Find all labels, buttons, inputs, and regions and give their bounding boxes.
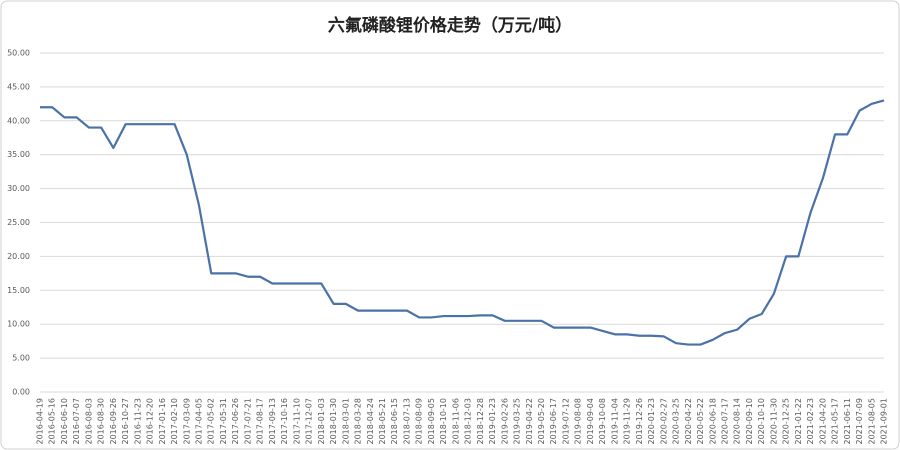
x-tick-label: 2016-04-19 [36, 398, 45, 445]
x-tick-label: 2016-11-23 [133, 398, 142, 445]
y-tick-label: 0.00 [12, 388, 30, 397]
x-tick-label: 2020-04-22 [684, 398, 693, 445]
x-tick-label: 2021-09-01 [880, 398, 889, 445]
y-tick-label: 40.00 [7, 116, 30, 125]
y-tick-label: 45.00 [7, 82, 30, 91]
y-tick-label: 15.00 [7, 286, 30, 295]
x-tick-label: 2018-08-09 [415, 398, 424, 445]
x-tick-label: 2018-01-30 [329, 398, 338, 445]
x-tick-label: 2020-02-27 [659, 398, 668, 445]
x-tick-label: 2018-11-06 [451, 398, 460, 445]
x-tick-label: 2017-02-10 [170, 398, 179, 445]
x-tick-label: 2018-10-10 [439, 398, 448, 445]
x-tick-label: 2021-07-09 [855, 398, 864, 445]
x-tick-label: 2017-08-17 [256, 398, 265, 445]
x-tick-label: 2020-11-30 [769, 398, 778, 445]
x-tick-label: 2017-11-10 [292, 398, 301, 445]
x-tick-label: 2021-08-05 [867, 398, 876, 445]
x-tick-label: 2020-01-23 [647, 398, 656, 445]
x-tick-label: 2016-06-10 [60, 398, 69, 445]
price-line [40, 99, 885, 346]
x-tick-label: 2018-01-03 [317, 398, 326, 445]
x-tick-label: 2017-10-16 [280, 398, 289, 445]
x-tick-label: 2020-07-17 [720, 398, 729, 445]
x-tick-label: 2016-12-20 [146, 398, 155, 445]
x-tick-label: 2020-09-10 [745, 398, 754, 445]
y-tick-label: 30.00 [7, 184, 30, 193]
y-tick-label: 10.00 [7, 320, 30, 329]
x-tick-label: 2019-07-12 [561, 398, 570, 445]
x-tick-label: 2017-01-16 [158, 398, 167, 445]
x-tick-label: 2020-06-18 [708, 398, 717, 445]
x-tick-label: 2020-05-22 [696, 398, 705, 445]
y-tick-label: 50.00 [7, 49, 30, 58]
x-tick-label: 2019-08-08 [574, 398, 583, 445]
x-tick-label: 2019-06-17 [549, 398, 558, 445]
x-tick-label: 2018-12-03 [464, 398, 473, 445]
x-tick-label: 2019-11-29 [623, 398, 632, 445]
x-tick-label: 2018-07-13 [402, 398, 411, 445]
x-tick-label: 2020-10-10 [757, 398, 766, 445]
y-tick-label: 20.00 [7, 252, 30, 261]
x-tick-label: 2016-05-16 [48, 398, 57, 445]
x-tick-label: 2018-12-28 [476, 398, 485, 445]
x-tick-label: 2020-03-25 [672, 398, 681, 445]
x-tick-label: 2018-06-15 [390, 398, 399, 445]
x-tick-label: 2021-04-20 [818, 398, 827, 445]
x-tick-label: 2021-01-22 [794, 398, 803, 445]
x-tick-label: 2021-05-17 [831, 398, 840, 445]
x-tick-label: 2021-06-11 [843, 398, 852, 445]
x-tick-label: 2021-02-23 [806, 398, 815, 445]
x-tick-label: 2018-03-01 [341, 398, 350, 445]
x-tick-label: 2017-04-05 [195, 398, 204, 445]
x-tick-label: 2018-09-05 [427, 398, 436, 445]
x-tick-label: 2019-03-25 [513, 398, 522, 445]
x-tick-label: 2016-09-26 [109, 398, 118, 445]
x-tick-label: 2018-04-24 [366, 398, 375, 445]
chart-title: 六氟磷酸锂价格走势（万元/吨） [328, 15, 572, 36]
y-tick-label: 25.00 [7, 218, 30, 227]
x-tick-label: 2017-12-07 [305, 398, 314, 445]
x-tick-label: 2016-07-07 [72, 398, 81, 445]
x-tick-label: 2016-08-03 [84, 398, 93, 445]
x-tick-label: 2017-07-21 [243, 398, 252, 445]
y-tick-label: 35.00 [7, 150, 30, 159]
x-tick-label: 2020-08-14 [733, 398, 742, 445]
x-tick-label: 2017-05-31 [219, 398, 228, 445]
x-tick-label: 2020-12-25 [782, 398, 791, 445]
x-tick-label: 2018-05-21 [378, 398, 387, 445]
y-tick-label: 5.00 [12, 354, 30, 363]
x-tick-label: 2016-08-30 [97, 398, 106, 445]
x-tick-label: 2019-05-20 [537, 398, 546, 445]
x-tick-label: 2017-09-13 [268, 398, 277, 445]
x-tick-label: 2019-09-04 [586, 398, 595, 445]
x-tick-label: 2018-03-28 [354, 398, 363, 445]
x-tick-label: 2016-10-27 [121, 398, 130, 445]
x-tick-label: 2017-03-09 [182, 398, 191, 445]
x-tick-label: 2019-12-26 [635, 398, 644, 445]
x-tick-label: 2019-11-04 [610, 398, 619, 445]
x-tick-label: 2017-06-26 [231, 398, 240, 445]
x-tick-label: 2019-10-08 [598, 398, 607, 445]
x-tick-label: 2019-01-23 [488, 398, 497, 445]
x-tick-label: 2019-04-22 [525, 398, 534, 445]
x-tick-label: 2019-02-26 [500, 398, 509, 445]
x-tick-label: 2017-05-02 [207, 398, 216, 445]
